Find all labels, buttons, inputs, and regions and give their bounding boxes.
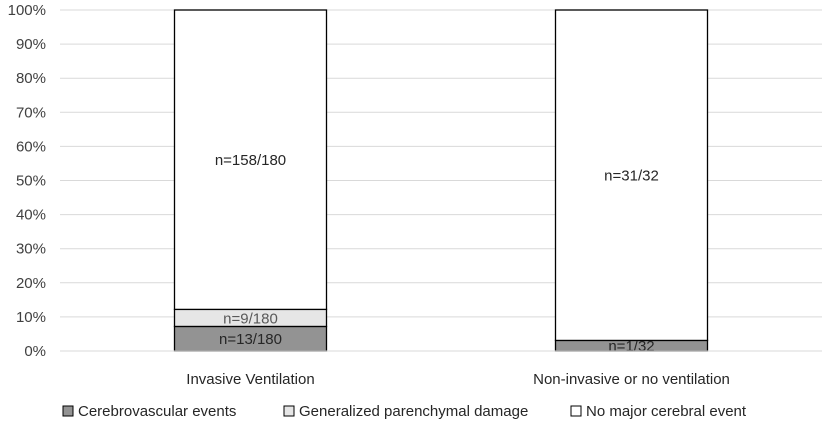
legend-swatch <box>62 405 74 417</box>
y-tick-label: 60% <box>16 138 46 155</box>
x-axis: Invasive Ventilation Non-invasive or no v… <box>60 350 822 388</box>
y-tick-label: 30% <box>16 241 46 258</box>
y-tick-label: 10% <box>16 309 46 326</box>
category-label: Non-invasive or no ventilation <box>533 371 730 388</box>
data-label: n=31/32 <box>604 168 659 185</box>
y-tick-label: 80% <box>16 70 46 87</box>
legend-label: Generalized parenchymal damage <box>299 403 528 420</box>
y-axis: 0% 10% 20% 30% 40% 50% 60% 70% 80% 90% 100% <box>8 2 46 360</box>
bar-segment <box>173 9 328 311</box>
y-tick-label: 90% <box>16 36 46 53</box>
y-tick-label: 40% <box>16 207 46 224</box>
y-tick-label: 100% <box>8 2 46 19</box>
legend-swatch <box>283 405 295 417</box>
bar-segment <box>173 325 328 352</box>
legend-swatch <box>570 405 582 417</box>
y-tick-label: 0% <box>24 343 46 360</box>
y-tick-label: 50% <box>16 173 46 190</box>
data-label: n=158/180 <box>215 152 286 169</box>
data-label: n=13/180 <box>219 331 282 348</box>
legend: Cerebrovascular events Generalized parenc… <box>62 403 747 420</box>
y-tick-label: 70% <box>16 104 46 121</box>
bar-segment <box>554 9 709 342</box>
data-label: n=9/180 <box>223 310 278 327</box>
legend-label: No major cerebral event <box>586 403 747 420</box>
category-label: Invasive Ventilation <box>186 371 314 388</box>
legend-label: Cerebrovascular events <box>78 403 236 420</box>
y-tick-label: 20% <box>16 275 46 292</box>
